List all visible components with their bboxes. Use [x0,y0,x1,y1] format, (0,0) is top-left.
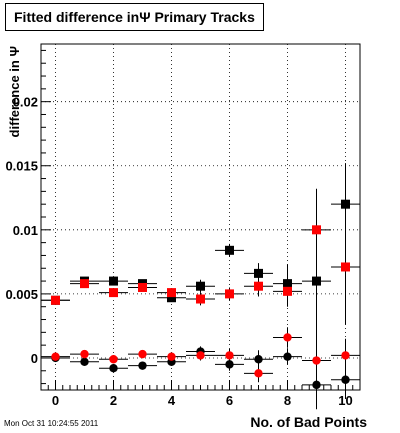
data-point-circle [312,380,321,390]
y-tick-label: 0.005 [5,287,38,302]
data-point-square [312,225,321,235]
data-point-square [312,276,321,286]
data-point-circle [254,369,263,378]
x-tick-label: 2 [110,393,117,408]
data-point-square [283,286,292,296]
x-tick-label: 4 [168,393,176,408]
data-point-circle [80,357,89,367]
x-tick-label: 8 [284,393,291,408]
data-point-square [196,294,205,304]
timestamp: Mon Oct 31 10:24:55 2011 [4,419,99,428]
data-point-circle [80,349,89,359]
y-axis-label: difference in Ψ [7,46,22,137]
data-point-square [225,245,234,255]
data-point-square [80,279,89,289]
data-point-square [341,199,350,209]
y-tick-label: 0.015 [5,159,38,174]
x-tick-label: 0 [52,393,59,408]
y-tick-label: 0 [31,351,38,366]
x-tick-label: 10 [338,393,352,408]
series-4 [41,327,360,383]
data-point-circle [51,352,60,361]
data-point-circle [196,351,205,360]
data-point-square [51,295,60,305]
data-point-circle [138,349,147,359]
data-point-square [167,293,176,303]
data-series [41,163,360,410]
chart-title: Fitted difference inΨ Primary Tracks [5,3,264,31]
data-point-square [196,281,205,291]
series-2 [41,206,360,325]
data-point-square [109,276,118,286]
data-point-circle [283,352,292,361]
data-point-circle [109,355,118,364]
data-point-circle [138,361,147,370]
y-tick-label: 0.02 [13,95,38,110]
data-point-square [225,289,234,299]
data-point-square [341,262,350,272]
data-point-circle [225,351,234,360]
data-point-circle [254,355,263,364]
data-point-circle [225,360,234,369]
data-point-square [254,281,263,291]
data-point-square [167,288,176,298]
y-tick-labels: 0 0.005 0.01 0.015 0.02 [5,95,38,366]
axis-ticks [40,49,361,390]
series-3 [41,346,360,410]
data-point-circle [341,351,350,360]
data-point-circle [283,333,292,342]
data-point-square [254,268,263,278]
x-tick-labels: 0 2 4 6 8 10 [52,393,353,408]
x-axis-label: No. of Bad Points [250,414,367,430]
data-point-square [138,282,147,292]
data-point-square [109,288,118,298]
data-point-circle [167,352,176,361]
data-point-circle [341,375,350,384]
x-tick-label: 6 [226,393,233,408]
data-point-circle [109,364,118,373]
plot-frame [40,43,361,391]
y-tick-label: 0.01 [13,223,38,238]
data-point-circle [312,356,321,365]
